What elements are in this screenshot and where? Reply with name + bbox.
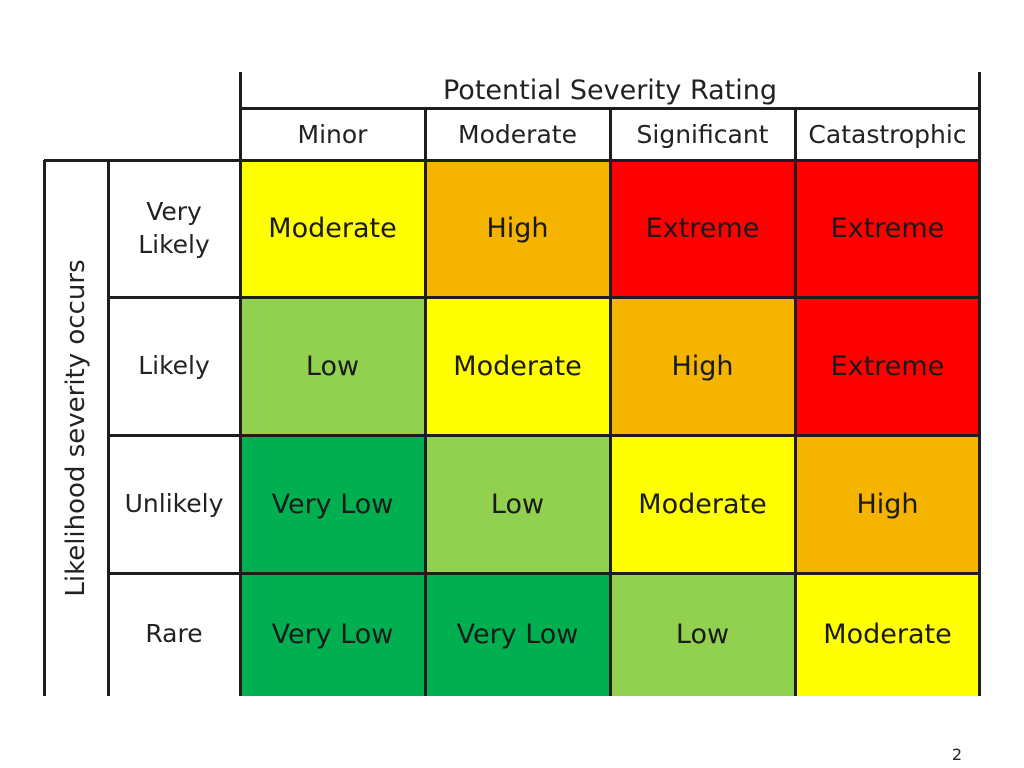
risk-cell: Extreme bbox=[795, 297, 980, 435]
risk-cell: Moderate bbox=[240, 160, 425, 297]
risk-cell: Low bbox=[610, 573, 795, 696]
likelihood-row-label: Unlikely bbox=[124, 488, 224, 518]
grid-line bbox=[107, 160, 110, 696]
grid-line bbox=[108, 572, 980, 575]
risk-cell: High bbox=[610, 297, 795, 435]
grid-line bbox=[44, 159, 980, 162]
grid-line bbox=[108, 434, 980, 437]
risk-cell: Moderate bbox=[610, 435, 795, 573]
likelihood-row-label: Rare bbox=[145, 619, 203, 649]
severity-column-label: Minor bbox=[297, 119, 368, 149]
likelihood-axis-label: Likelihood severity occurs bbox=[61, 259, 91, 597]
risk-cell: Extreme bbox=[795, 160, 980, 297]
page-number: 2 bbox=[951, 745, 962, 764]
risk-cell: Low bbox=[240, 297, 425, 435]
risk-cell: Moderate bbox=[795, 573, 980, 696]
grid-line bbox=[424, 108, 427, 696]
grid-line bbox=[794, 108, 797, 696]
risk-cell: Very Low bbox=[240, 435, 425, 573]
severity-header-title: Potential Severity Rating bbox=[442, 74, 777, 106]
risk-cell: High bbox=[425, 160, 610, 297]
severity-column-label: Significant bbox=[636, 119, 769, 149]
risk-cell: Very Low bbox=[425, 573, 610, 696]
severity-column-label: Moderate bbox=[458, 119, 577, 149]
grid-line bbox=[978, 72, 981, 696]
risk-cell: Low bbox=[425, 435, 610, 573]
grid-line bbox=[43, 160, 46, 696]
grid-line bbox=[108, 296, 980, 299]
severity-column-label: Catastrophic bbox=[808, 119, 967, 149]
likelihood-row-label: Likely bbox=[138, 350, 210, 380]
risk-cell: Moderate bbox=[425, 297, 610, 435]
likelihood-row-label: Very Likely bbox=[138, 197, 210, 259]
risk-cell: High bbox=[795, 435, 980, 573]
risk-cell: Very Low bbox=[240, 573, 425, 696]
risk-matrix: Potential Severity Rating Minor Moderate Si… bbox=[43, 72, 981, 696]
risk-cell: Extreme bbox=[610, 160, 795, 297]
grid-line bbox=[239, 72, 242, 696]
grid-line bbox=[609, 108, 612, 696]
